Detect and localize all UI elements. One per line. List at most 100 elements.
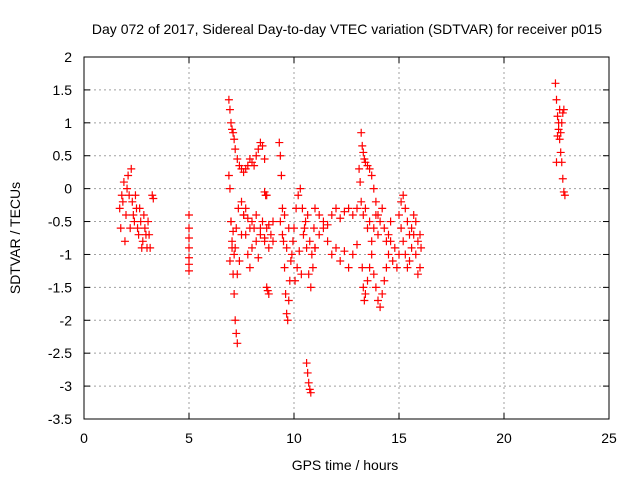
data-point-seg-a2-13	[144, 217, 153, 226]
data-point-seg-g2-7	[340, 247, 349, 256]
y-tick-label-7: 0	[64, 181, 72, 197]
y-tick-label-9: 1	[64, 115, 72, 131]
data-point-seg-a2-9	[135, 204, 144, 213]
data-point-seg-d3-12	[252, 237, 261, 246]
data-point-seg-d4-4	[235, 257, 244, 266]
data-point-seg-d3-2	[230, 250, 239, 259]
data-point-seg-f1-1	[276, 151, 285, 160]
data-point-seg-d1-20	[260, 155, 269, 164]
data-point-seg-f1-15	[296, 184, 305, 193]
data-point-seg-h1-11	[376, 217, 385, 226]
y-tick-label-0: -3.5	[48, 411, 72, 427]
data-point-seg-h2-5	[365, 263, 374, 272]
data-point-seg-a-2	[119, 178, 128, 187]
data-point-seg-f2-6	[288, 237, 297, 246]
data-point-seg-d4-9	[245, 224, 254, 233]
data-point-seg-i2-2	[401, 204, 410, 213]
data-point-seg-g1-8	[344, 204, 353, 213]
data-point-seg-h2-12	[380, 276, 389, 285]
data-point-seg-a-6	[128, 197, 137, 206]
data-point-seg-a2-0	[116, 224, 125, 233]
data-point-seg-f2-1	[278, 230, 287, 239]
data-point-seg-a2-3	[123, 184, 132, 193]
data-point-seg-d3-0	[225, 257, 234, 266]
data-point-seg-j2-6	[558, 108, 567, 117]
grid-lines	[84, 57, 609, 419]
data-point-seg-f1-16	[298, 204, 307, 213]
data-point-seg-i2-7	[411, 217, 420, 226]
x-tick-label-1: 5	[185, 430, 193, 446]
data-point-seg-h1-2	[359, 148, 368, 157]
data-point-seg-i2-8	[413, 237, 422, 246]
data-point-seg-h2-3	[361, 289, 370, 298]
data-point-seg-h3-3	[359, 210, 368, 219]
data-point-seg-f2-2	[280, 210, 289, 219]
data-point-seg-f2-14	[305, 237, 314, 246]
x-axis-title: GPS time / hours	[292, 457, 399, 473]
data-point-seg-g1-9	[348, 210, 357, 219]
data-point-seg-i-6	[407, 243, 416, 252]
data-point-seg-h3-6	[365, 217, 374, 226]
data-point-seg-h1-16	[386, 217, 395, 226]
data-point-seg-j-0	[551, 79, 560, 88]
data-point-seg-h2-17	[390, 243, 399, 252]
data-point-seg-h3-9	[371, 210, 380, 219]
data-point-seg-h1-6	[365, 164, 374, 173]
data-point-seg-g2-9	[348, 250, 357, 259]
data-point-seg-h2-18	[392, 263, 401, 272]
data-point-seg-i-0	[395, 210, 403, 219]
data-point-seg-i-9	[413, 270, 422, 279]
data-point-seg-d4-11	[252, 210, 261, 219]
data-point-seg-d1-3	[228, 125, 237, 134]
data-point-seg-j-8	[559, 187, 568, 196]
data-point-seg-d3-5	[237, 197, 246, 206]
data-point-seg-a2-1	[118, 197, 127, 206]
data-point-seg-h1-1	[358, 141, 367, 150]
x-tick-label-0: 0	[80, 430, 88, 446]
data-point-seg-h3-0	[355, 164, 364, 173]
data-point-seg-i-2	[399, 237, 408, 246]
data-point-seg-g1-6	[336, 214, 345, 223]
data-point-seg-h1-12	[378, 204, 387, 213]
data-point-seg-c-2	[185, 234, 193, 242]
data-point-seg-g2-0	[311, 204, 319, 213]
data-point-seg-c-6	[185, 266, 193, 275]
data-point-seg-i-11	[417, 243, 426, 252]
data-point-seg-d1-6	[231, 145, 240, 154]
data-point-seg-f3-1	[303, 368, 312, 377]
data-point-seg-g2-10	[353, 240, 361, 249]
data-point-seg-i2-5	[407, 224, 416, 233]
data-point-seg-a-0	[115, 204, 124, 213]
data-point-seg-h3-8	[369, 224, 378, 233]
data-point-seg-d4-13	[260, 234, 269, 242]
data-point-seg-h2-1	[359, 283, 368, 292]
data-point-seg-d4-14	[264, 220, 273, 229]
data-point-seg-h1-15	[384, 230, 393, 239]
data-point-seg-d3-19	[266, 230, 275, 239]
data-point-seg-d3-20	[269, 217, 277, 226]
data-point-seg-i2-3	[403, 217, 412, 226]
data-point-seg-f1-7	[282, 309, 291, 318]
data-point-seg-i2-1	[399, 191, 408, 200]
data-point-seg-h2-2	[360, 296, 369, 305]
data-point-seg-f1-20	[306, 283, 315, 292]
data-point-seg-h2-15	[386, 237, 395, 246]
data-point-seg-j-2	[553, 112, 562, 121]
data-point-seg-g2-6	[336, 257, 345, 266]
data-point-seg-a2-2	[120, 237, 129, 246]
data-point-seg-h3-1	[356, 178, 365, 187]
data-point-seg-f3-3	[305, 385, 314, 394]
data-point-seg-g1-3	[323, 220, 332, 229]
data-points	[115, 79, 569, 397]
data-point-seg-f1-18	[302, 243, 311, 252]
data-point-seg-g2-1	[315, 210, 324, 219]
data-point-seg-f2-11	[299, 230, 308, 239]
data-point-seg-a-11	[138, 237, 147, 246]
data-point-seg-h2-11	[378, 289, 387, 298]
data-point-seg-h1-8	[369, 184, 378, 193]
y-tick-label-5: -1	[60, 246, 73, 262]
data-point-seg-f2-7	[291, 276, 300, 285]
data-point-seg-j-1	[552, 95, 561, 104]
data-point-seg-f2-13	[303, 210, 312, 219]
